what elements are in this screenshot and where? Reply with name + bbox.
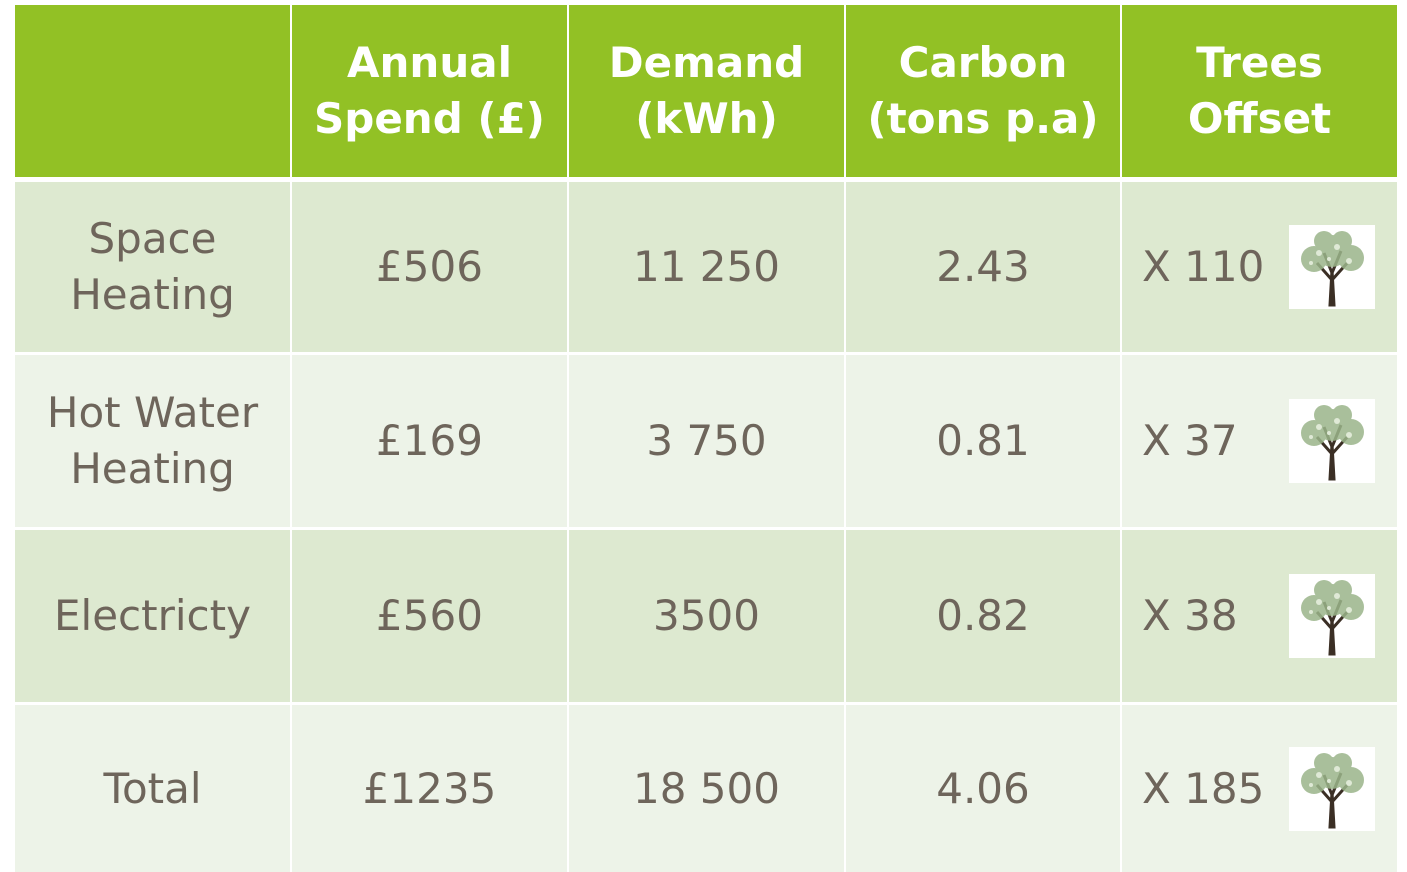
data-cell: £560 <box>292 530 567 702</box>
cell-text: 18 500 <box>633 761 780 817</box>
cell-text: £560 <box>376 588 483 644</box>
header-cell: Carbon(tons p.a) <box>846 5 1120 177</box>
data-cell: 3 750 <box>569 355 844 527</box>
data-cell: 3500 <box>569 530 844 702</box>
data-cell: 0.82 <box>846 530 1120 702</box>
row-label-cell: Electricty <box>15 530 290 702</box>
data-cell: 2.43 <box>846 182 1120 352</box>
trees-cell: X 185 <box>1122 705 1397 872</box>
data-cell: 18 500 <box>569 705 844 872</box>
trees-cell: X 37 <box>1122 355 1397 527</box>
header-text: Annual <box>347 35 512 91</box>
data-cell: 4.06 <box>846 705 1120 872</box>
data-cell: 0.81 <box>846 355 1120 527</box>
cell-text: X 110 <box>1142 239 1264 295</box>
cell-text: 0.82 <box>936 588 1030 644</box>
row-label: Heating <box>70 441 235 497</box>
row-label: Space <box>89 211 217 267</box>
header-cell: Demand(kWh) <box>569 5 844 177</box>
row-label: Hot Water <box>47 385 258 441</box>
data-cell: £506 <box>292 182 567 352</box>
data-cell: £169 <box>292 355 567 527</box>
cell-text: 2.43 <box>936 239 1030 295</box>
cell-text: 4.06 <box>936 761 1030 817</box>
header-text: (kWh) <box>635 91 778 147</box>
data-cell: 11 250 <box>569 182 844 352</box>
data-cell: £1235 <box>292 705 567 872</box>
cell-text: £1235 <box>363 761 497 817</box>
row-label: Total <box>103 761 201 817</box>
tree-icon <box>1289 574 1375 658</box>
trees-cell: X 110 <box>1122 182 1397 352</box>
cell-text: 0.81 <box>936 413 1030 469</box>
cell-text: X 185 <box>1142 761 1264 817</box>
tree-icon <box>1289 747 1375 831</box>
cell-text: 3500 <box>653 588 760 644</box>
row-label: Electricty <box>54 588 251 644</box>
table-page: AnnualSpend (£)Demand(kWh)Carbon(tons p.… <box>0 0 1407 872</box>
row-label-cell: Total <box>15 705 290 872</box>
cell-text: X 38 <box>1142 588 1238 644</box>
header-text: Demand <box>609 35 804 91</box>
header-cell <box>15 5 290 177</box>
header-text: (tons p.a) <box>867 91 1098 147</box>
cell-text: 3 750 <box>646 413 766 469</box>
trees-cell: X 38 <box>1122 530 1397 702</box>
tree-icon <box>1289 225 1375 309</box>
header-text: Offset <box>1188 91 1331 147</box>
cell-text: £169 <box>376 413 483 469</box>
tree-icon <box>1289 399 1375 483</box>
header-text: Carbon <box>899 35 1068 91</box>
cell-text: £506 <box>376 239 483 295</box>
row-label: Heating <box>70 267 235 323</box>
cell-text: 11 250 <box>633 239 780 295</box>
header-text: Trees <box>1196 35 1323 91</box>
header-text: Spend (£) <box>314 91 545 147</box>
cell-text: X 37 <box>1142 413 1238 469</box>
